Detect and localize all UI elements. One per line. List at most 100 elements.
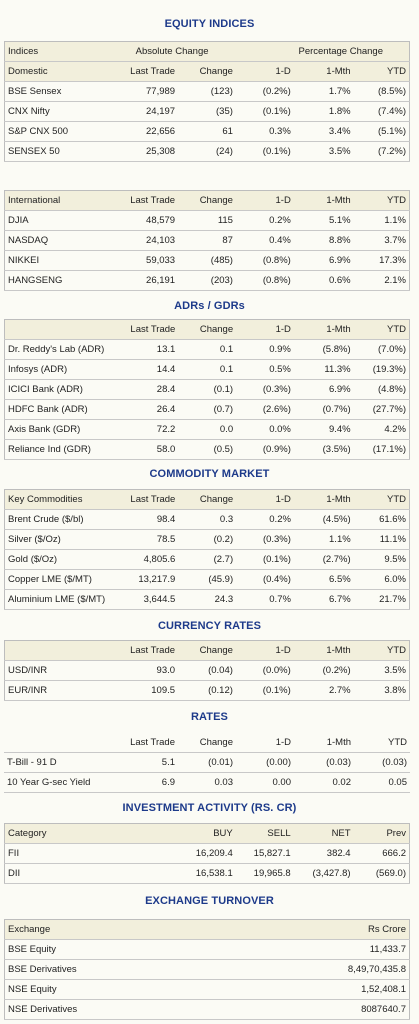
cell: NIKKEI: [4, 250, 109, 271]
investment-activity-title: INVESTMENT ACTIVITY (RS. CR): [122, 802, 297, 814]
table-row: BSE Equity 11,433.7: [4, 939, 410, 960]
domestic-indices-table: Indices Absolute Change Percentage Chang…: [4, 41, 410, 162]
cell: EUR/INR: [4, 680, 117, 701]
header-cell: Prev: [353, 823, 410, 844]
cell: 3.4%: [293, 121, 354, 142]
cell: (0.5): [178, 439, 237, 460]
cell: (3,427.8): [293, 863, 354, 884]
table-row: NASDAQ 24,103 87 0.4% 8.8% 3.7%: [4, 230, 410, 251]
cell: 28.4: [116, 379, 179, 400]
cell: NASDAQ: [4, 230, 109, 251]
cell: 3,644.5: [116, 589, 179, 610]
cell: 0.1: [178, 359, 237, 380]
header-cell: [4, 319, 117, 340]
exchange-turnover-title: EXCHANGE TURNOVER: [145, 895, 274, 907]
cell: 0.2%: [236, 509, 294, 530]
cell: 115: [178, 210, 236, 231]
table-top-header: Indices Absolute Change Percentage Chang…: [4, 41, 410, 62]
cell: (0.1%): [235, 680, 294, 701]
table-header: Last Trade Change 1-D 1-Mth YTD: [4, 733, 410, 753]
cell: (0.1%): [235, 101, 294, 122]
cell: BSE Equity: [4, 939, 205, 960]
cell: (0.03): [294, 752, 354, 773]
cell: 0.03: [178, 772, 236, 793]
cell: (0.1%): [235, 141, 294, 162]
header-cell: Last Trade: [116, 640, 179, 661]
rates-title: RATES: [191, 711, 228, 723]
cell: (7.0%): [353, 339, 410, 360]
header-cell: Last Trade: [108, 190, 179, 211]
cell: (19.3%): [353, 359, 410, 380]
international-indices-table: International Last Trade Change 1-D 1-Mt…: [4, 190, 410, 291]
header-cell: NET: [293, 823, 354, 844]
commodity-table: Key Commodities Last Trade Change 1-D 1-…: [4, 489, 410, 610]
cell: 0.1: [178, 339, 237, 360]
cell: 16,209.4: [116, 843, 236, 864]
cell: 5.1: [116, 752, 178, 773]
header-cell: 1-Mth: [293, 319, 354, 340]
cell: 8,49,70,435.8: [204, 959, 410, 980]
cell: (0.0%): [235, 660, 294, 681]
table-header: Domestic Last Trade Change 1-D 1-Mth YTD: [4, 61, 410, 82]
table-row: Aluminium LME ($/MT) 3,644.5 24.3 0.7% 6.7% 2…: [4, 589, 410, 610]
cell: 6.9%: [293, 250, 354, 271]
cell: Gold ($/Oz): [4, 549, 117, 570]
header-cell: Indices: [4, 41, 109, 62]
table-row: BSE Sensex 77,989 (123) (0.2%) 1.7% (8.5%): [4, 81, 410, 102]
cell: (7.4%): [353, 101, 410, 122]
cell: 0.0: [178, 419, 237, 440]
header-cell: 1-D: [235, 640, 294, 661]
cell: Reliance Ind (GDR): [4, 439, 117, 460]
cell: 61: [178, 121, 236, 142]
cell: ICICI Bank (ADR): [4, 379, 117, 400]
header-cell: [4, 640, 117, 661]
adr-gdr-title: ADRs / GDRs: [174, 300, 245, 312]
cell: T-Bill - 91 D: [4, 752, 116, 773]
cell: 4.2%: [353, 419, 410, 440]
cell: 58.0: [116, 439, 179, 460]
cell: (45.9): [178, 569, 237, 590]
cell: 0.3: [178, 509, 237, 530]
cell: 8087640.7: [204, 999, 410, 1020]
cell: (0.3%): [236, 379, 294, 400]
cell: (0.8%): [235, 250, 294, 271]
cell: Axis Bank (GDR): [4, 419, 117, 440]
cell: 24,197: [108, 101, 179, 122]
cell: 11.3%: [293, 359, 354, 380]
cell: 9.4%: [293, 419, 354, 440]
header-cell: BUY: [116, 823, 236, 844]
header-cell: Exchange: [4, 919, 205, 940]
rates-table: Last Trade Change 1-D 1-Mth YTD T-Bill -…: [4, 733, 410, 793]
cell: (0.7%): [293, 399, 354, 420]
header-cell: 1-Mth: [293, 61, 354, 82]
cell: NSE Derivatives: [4, 999, 205, 1020]
cell: (0.8%): [235, 270, 294, 291]
cell: HANGSENG: [4, 270, 109, 291]
header-cell: Last Trade: [116, 733, 178, 753]
cell: (0.2): [178, 529, 237, 550]
header-cell: Rs Crore: [204, 919, 410, 940]
header-cell: Change: [178, 190, 236, 211]
cell: 1.7%: [293, 81, 354, 102]
cell: (0.1): [178, 379, 237, 400]
cell: 13,217.9: [116, 569, 179, 590]
cell: 17.3%: [353, 250, 410, 271]
cell: Infosys (ADR): [4, 359, 117, 380]
header-cell: YTD: [354, 733, 410, 753]
cell: (8.5%): [353, 81, 410, 102]
header-cell: 1-D: [235, 190, 294, 211]
cell: (5.1%): [353, 121, 410, 142]
cell: 48,579: [108, 210, 179, 231]
cell: (569.0): [353, 863, 410, 884]
table-row: Silver ($/Oz) 78.5 (0.2) (0.3%) 1.1% 11.1%: [4, 529, 410, 550]
cell: 21.7%: [353, 589, 410, 610]
table-row: USD/INR 93.0 (0.04) (0.0%) (0.2%) 3.5%: [4, 660, 410, 681]
header-cell: Change: [178, 61, 236, 82]
cell: DII: [4, 863, 117, 884]
cell: 0.5%: [236, 359, 294, 380]
cell: 25,308: [108, 141, 179, 162]
cell: 0.9%: [236, 339, 294, 360]
cell: 98.4: [116, 509, 179, 530]
cell: (203): [178, 270, 236, 291]
header-cell: 1-D: [236, 733, 294, 753]
